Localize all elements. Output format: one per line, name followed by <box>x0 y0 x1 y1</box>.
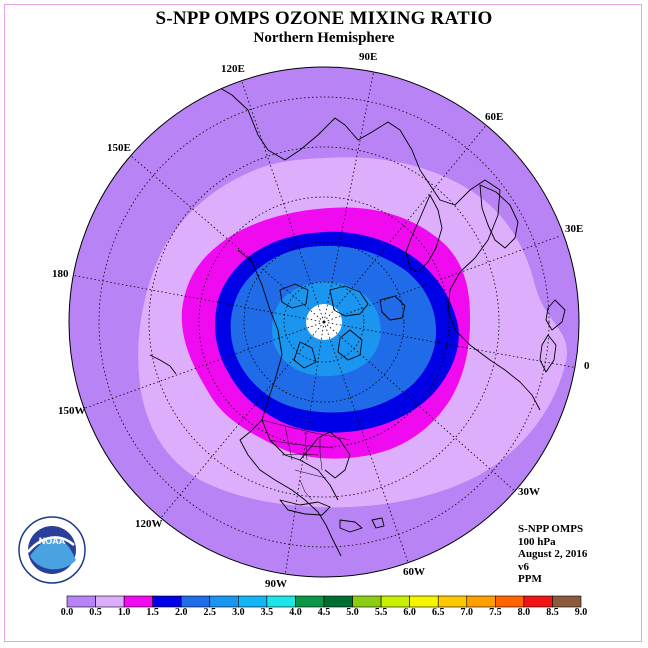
colorbar-tick-label: 7.0 <box>460 607 474 618</box>
colorbar-swatch <box>552 595 582 608</box>
colorbar-swatch <box>409 595 439 608</box>
colorbar-swatch <box>380 595 410 608</box>
colorbar-tick-label: 2.0 <box>174 607 188 618</box>
info-version: v6 <box>518 560 529 573</box>
lon-label-150e: 150E <box>107 142 131 154</box>
colorbar-tick-label: 1.5 <box>146 607 159 618</box>
svg-text:NOAA: NOAA <box>39 536 66 546</box>
colorbar-swatch <box>437 595 468 608</box>
colorbar-swatch <box>295 595 325 608</box>
lon-label-30e: 30E <box>565 223 584 235</box>
colorbar-swatch <box>123 595 153 608</box>
lon-label-120e: 120E <box>221 63 245 75</box>
colorbar-tick-label: 4.5 <box>317 607 331 618</box>
lon-label-60w: 60W <box>403 566 425 578</box>
colorbar-tick-label: 3.0 <box>232 607 245 618</box>
globe-outline <box>68 66 580 578</box>
colorbar-swatch <box>66 595 96 608</box>
lon-label-150w: 150W <box>58 405 86 417</box>
colorbar-tick-label: 9.0 <box>574 607 588 618</box>
colorbar-tick-label: 8.5 <box>546 607 559 618</box>
colorbar-swatch <box>495 595 525 608</box>
colorbar-tick-label: 5.0 <box>346 607 359 618</box>
colorbar-swatch <box>266 595 296 608</box>
lon-label-0: 0 <box>584 360 590 372</box>
map-subtitle: Northern Hemisphere <box>253 30 395 46</box>
lon-label-90e: 90E <box>359 51 378 63</box>
colorbar-tick-label: 7.5 <box>489 607 502 618</box>
colorbar-tick-label: 0.0 <box>60 607 74 618</box>
figure-frame <box>4 4 642 642</box>
colorbar-swatch <box>180 595 211 608</box>
colorbar-tick-label: 6.0 <box>403 607 416 618</box>
coastlines <box>149 84 566 557</box>
colorbar-tick-label: 8.0 <box>517 607 531 618</box>
info-date: August 2, 2016 <box>518 548 588 560</box>
colorbar-swatch <box>466 595 496 608</box>
colorbar-swatch <box>352 595 382 608</box>
map-info: S-NPP OMPS 100 hPa August 2, 2016 v6 PPM <box>518 523 587 586</box>
political-borders <box>261 419 351 501</box>
colorbar-swatch <box>152 595 182 608</box>
lon-label-30w: 30W <box>518 486 540 498</box>
colorbar-tick-label: 2.5 <box>203 607 217 618</box>
graticule <box>70 69 579 577</box>
colorbar-tick-label: 5.5 <box>374 607 388 618</box>
colorbar-tick-label: 0.5 <box>89 607 102 618</box>
colorbar-swatch <box>323 595 353 608</box>
colorbar-tick-label: 1.0 <box>117 607 131 618</box>
colorbar-tick-label: 4.0 <box>289 607 302 618</box>
lon-label-180: 180 <box>52 268 69 280</box>
info-instrument: S-NPP OMPS <box>518 523 584 535</box>
info-units: PPM <box>518 573 542 585</box>
colorbar-tick-label: 6.5 <box>431 607 445 618</box>
info-level: 100 hPa <box>518 535 556 548</box>
map-title: S-NPP OMPS OZONE MIXING RATIO <box>155 8 493 29</box>
colorbar-swatch <box>95 595 125 608</box>
lon-label-90w: 90W <box>265 578 287 590</box>
colorbar-swatch <box>209 595 239 608</box>
colorbar-swatch <box>238 595 268 608</box>
lon-label-120w: 120W <box>135 518 163 530</box>
colorbar-tick-label: 3.5 <box>260 607 274 618</box>
lon-label-60e: 60E <box>485 111 504 123</box>
colorbar-swatch <box>523 595 553 608</box>
